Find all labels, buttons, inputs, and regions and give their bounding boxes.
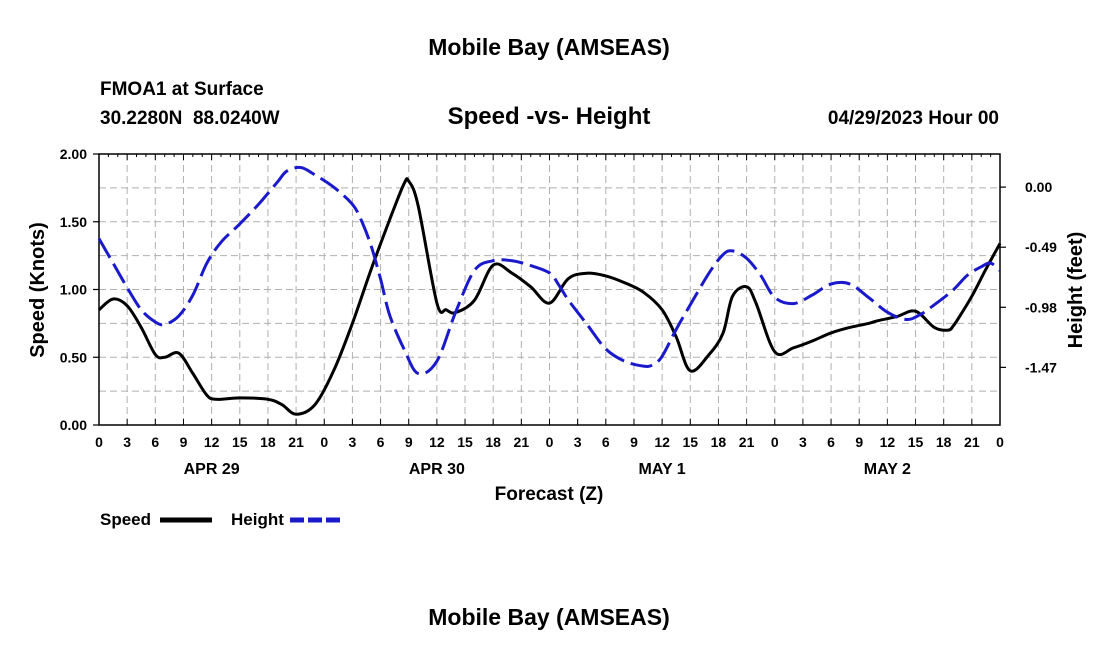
x-tick-label: 0 (95, 434, 103, 450)
y-tick-label: 1.00 (60, 282, 87, 298)
station-label: FMOA1 at Surface (100, 79, 264, 100)
station-coordinates: 30.2280N 88.0240W (100, 108, 280, 129)
x-tick-label: 0 (771, 434, 779, 450)
forecast-datetime: 04/29/2023 Hour 00 (828, 108, 999, 129)
series-line-height (97, 165, 1001, 376)
x-tick-label: 6 (827, 434, 835, 450)
x-tick-label: 12 (654, 434, 670, 450)
x-tick-label: 3 (349, 434, 357, 450)
grid-lines (99, 154, 1000, 425)
x-tick-label: 12 (880, 434, 896, 450)
y-tick-label: 0.00 (60, 417, 87, 433)
x-tick-label: 9 (405, 434, 413, 450)
x-axis-label: Forecast (Z) (495, 484, 604, 505)
y-tick-label: 0.50 (60, 349, 87, 365)
x-tick-label: 9 (630, 434, 638, 450)
footer-title: Mobile Bay (AMSEAS) (428, 604, 670, 630)
y2-tick-label: -1.47 (1025, 359, 1057, 375)
y-tick-label: 1.50 (60, 214, 87, 230)
x-tick-label: 3 (574, 434, 582, 450)
series-line-speed (98, 177, 1002, 416)
axis-ticks (93, 153, 1006, 426)
x-tick-label: 6 (377, 434, 385, 450)
x-tick-label: 15 (682, 434, 698, 450)
x-tick-label: 6 (151, 434, 159, 450)
x-tick-label: 9 (855, 434, 863, 450)
x-tick-label: 18 (485, 434, 501, 450)
axis-labels: 0.00 0.50 1.00 1.50 2.00 0.00 -0.49 -0.98 -1.47 0… (60, 146, 1057, 478)
x-tick-label: 21 (739, 434, 755, 450)
x-tick-label: 18 (711, 434, 727, 450)
legend-height-label: Height (231, 510, 284, 529)
x-tick-label: 18 (260, 434, 276, 450)
x-tick-label: 18 (936, 434, 952, 450)
x-tick-label: 0 (320, 434, 328, 450)
legend-speed-label: Speed (100, 510, 151, 529)
x-tick-label: 15 (232, 434, 248, 450)
date-label: MAY 1 (639, 461, 686, 478)
x-tick-label: 3 (799, 434, 807, 450)
y2-tick-label: 0.00 (1025, 179, 1052, 195)
x-tick-label: 15 (908, 434, 924, 450)
y-axis-label: Speed (Knots) (27, 222, 49, 358)
series-lines (97, 165, 1002, 416)
chart-title: Speed -vs- Height (448, 103, 651, 130)
x-tick-label: 21 (514, 434, 530, 450)
y-tick-label: 2.00 (60, 146, 87, 162)
x-tick-label: 12 (429, 434, 445, 450)
x-tick-label: 0 (546, 434, 554, 450)
x-tick-label: 21 (964, 434, 980, 450)
x-tick-label: 12 (204, 434, 220, 450)
legend: Speed Height (100, 510, 342, 529)
x-tick-label: 21 (288, 434, 304, 450)
main-title: Mobile Bay (AMSEAS) (428, 34, 670, 60)
y2-tick-label: -0.49 (1025, 239, 1057, 255)
y2-axis-label: Height (feet) (1065, 232, 1087, 349)
x-tick-label: 0 (996, 434, 1004, 450)
date-label: APR 30 (409, 461, 465, 478)
x-tick-label: 6 (602, 434, 610, 450)
x-tick-label: 15 (457, 434, 473, 450)
date-label: APR 29 (184, 461, 240, 478)
date-label: MAY 2 (864, 461, 911, 478)
x-tick-label: 3 (123, 434, 131, 450)
y2-tick-label: -0.98 (1025, 299, 1057, 315)
x-tick-label: 9 (180, 434, 188, 450)
